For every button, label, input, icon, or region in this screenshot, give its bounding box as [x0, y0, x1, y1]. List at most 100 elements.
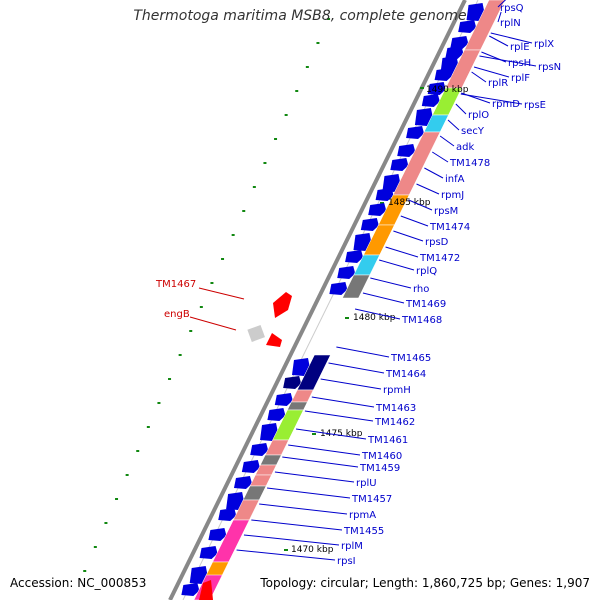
gene-arrow-forward	[427, 82, 446, 95]
gene-arrow-forward	[458, 20, 477, 33]
gene-arrow-forward	[414, 108, 433, 126]
gene-label-infa[interactable]: infA	[445, 174, 465, 185]
gene-arrow-forward	[250, 443, 269, 456]
gene-arrow-forward	[397, 144, 416, 157]
gene-label-rpmj[interactable]: rpmJ	[441, 190, 464, 201]
gene-label-tm1469[interactable]: TM1469	[405, 299, 446, 310]
gene-label-rpma[interactable]: rpmA	[349, 510, 376, 521]
gene-label-rplo[interactable]: rplO	[468, 110, 489, 121]
label-leader	[274, 471, 355, 483]
gene-label-rplu[interactable]: rplU	[356, 478, 377, 489]
scale-tick-dot	[252, 186, 256, 188]
gene-label-rpsm[interactable]: rpsM	[434, 206, 458, 217]
gene-arrow-forward	[382, 174, 401, 192]
label-leader	[473, 66, 510, 78]
gene-label-tm1457[interactable]: TM1457	[351, 494, 392, 505]
gene-label-rpse[interactable]: rpsE	[524, 100, 546, 111]
label-leader	[385, 246, 419, 258]
gene-label-rpsn[interactable]: rpsN	[538, 62, 561, 73]
scale-tick-dot	[327, 18, 331, 20]
gene-label-tm1455[interactable]: TM1455	[343, 526, 384, 537]
gene-label-tm1462[interactable]: TM1462	[374, 417, 415, 428]
gene-arrow-forward	[274, 393, 293, 406]
gene-label-tm1463[interactable]: TM1463	[375, 403, 416, 414]
gene-arrow-forward	[353, 233, 372, 251]
gene-arrow-forward	[434, 68, 453, 81]
scale-tick-dot	[189, 330, 193, 332]
gene-label-rplx[interactable]: rplX	[534, 39, 554, 50]
gene-label-tm1478[interactable]: TM1478	[449, 158, 490, 169]
gene-arrow-forward	[368, 203, 387, 216]
scale-tick-dot	[295, 90, 299, 92]
gene-arrow-forward	[283, 376, 302, 389]
gene-label-rplr[interactable]: rplR	[488, 78, 508, 89]
gene-label-tm1459[interactable]: TM1459	[359, 463, 400, 474]
label-leader	[481, 51, 507, 63]
gene-label-adk[interactable]: adk	[456, 142, 474, 153]
gene-label-tm1460[interactable]: TM1460	[361, 451, 402, 462]
gene-label-engb[interactable]: engB	[164, 309, 190, 320]
gene-arrow-forward	[421, 94, 440, 107]
gene-label-rplq[interactable]: rplQ	[416, 266, 437, 277]
scale-tick-dot	[316, 42, 320, 44]
forward-strand-genes	[181, 3, 485, 596]
scale-tick-dot	[221, 258, 225, 260]
scale-tick-dot	[146, 426, 150, 428]
label-leader	[311, 396, 375, 408]
gene-label-rpsq[interactable]: rpsQ	[500, 3, 524, 14]
scale-tick-dot	[136, 450, 140, 452]
gene-label-tm1474[interactable]: TM1474	[429, 222, 470, 233]
reverse-gene-labels: TM1467 engB	[155, 279, 245, 331]
gene-arrow-forward	[406, 126, 425, 139]
gene-label-rplf[interactable]: rplF	[511, 73, 530, 84]
scale-tick-mark	[312, 433, 316, 435]
label-leader	[424, 167, 444, 179]
gene-arrow-forward	[260, 423, 279, 441]
gene-label-rple[interactable]: rplE	[510, 42, 530, 53]
feature-block	[212, 519, 250, 563]
gene-label-rho[interactable]: rho	[413, 284, 429, 295]
gene-arrow-forward	[337, 266, 356, 279]
label-leader	[471, 71, 487, 83]
gene-label-rplm[interactable]: rplM	[341, 541, 363, 552]
gene-label-tm1464[interactable]: TM1464	[385, 369, 426, 380]
scale-tick-dot	[231, 234, 235, 236]
feature-block	[249, 474, 272, 487]
genome-backbone	[168, 0, 467, 600]
gene-label-rpmh[interactable]: rpmH	[383, 385, 411, 396]
gene-arrow-tm1467[interactable]	[273, 292, 292, 318]
gene-label-secy[interactable]: secY	[461, 126, 485, 137]
gene-label-rpln[interactable]: rplN	[500, 18, 521, 29]
label-leader	[379, 259, 415, 271]
label-leader	[336, 346, 390, 358]
gene-label-rpmd[interactable]: rpmD	[492, 99, 520, 110]
scale-labels: 1490 kbp 1485 kbp 1480 kbp 1475 kbp 1470…	[291, 85, 469, 555]
gene-label-tm1461[interactable]: TM1461	[367, 435, 408, 446]
label-leader	[354, 308, 401, 320]
gene-arrow-forward	[181, 583, 200, 596]
label-leader	[447, 119, 460, 131]
gene-label-tm1468[interactable]: TM1468	[401, 315, 442, 326]
label-leader	[489, 35, 509, 47]
scale-ticks	[83, 18, 424, 572]
gene-arrow-forward	[466, 3, 485, 21]
feature-block	[264, 439, 290, 456]
gene-arrow-engb[interactable]	[266, 333, 282, 347]
label-leader	[236, 549, 336, 561]
gene-label-rpsh[interactable]: rpsH	[508, 58, 531, 69]
label-leader	[431, 151, 449, 163]
gene-arrow-forward	[450, 36, 469, 49]
leader-engb	[189, 316, 237, 331]
label-leader	[455, 103, 467, 115]
gene-label-tm1465[interactable]: TM1465	[390, 353, 431, 364]
gene-arrow-bottom[interactable]	[199, 580, 213, 600]
gene-label-rpsi[interactable]: rpsI	[337, 556, 356, 567]
gene-arrow-forward	[208, 528, 227, 541]
gene-arrow-forward	[233, 476, 252, 489]
gene-label-tm1467[interactable]: TM1467	[155, 279, 196, 290]
label-leader	[370, 277, 412, 289]
gene-label-tm1472[interactable]: TM1472	[419, 253, 460, 264]
gene-label-rpsd[interactable]: rpsD	[425, 237, 449, 248]
gene-arrow-forward	[375, 188, 394, 201]
